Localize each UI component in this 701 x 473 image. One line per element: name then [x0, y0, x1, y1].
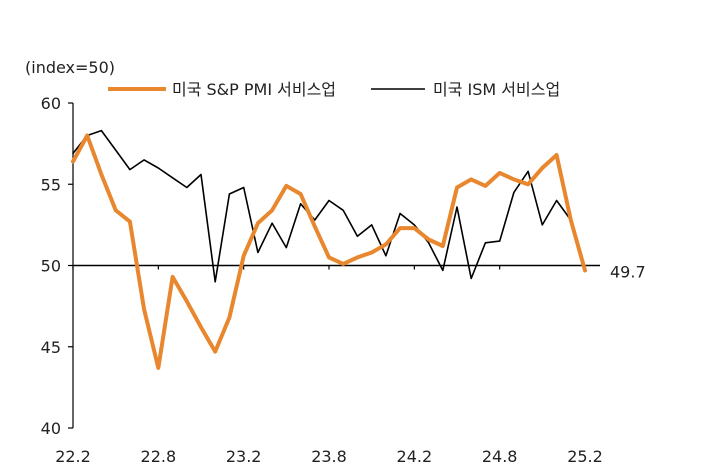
- legend: 미국 S&P PMI 서비스업 미국 ISM 서비스업: [108, 80, 560, 99]
- x-tick-label-1: 22.8: [141, 447, 177, 466]
- axes: 40 45 50 55 60 22.2 22.8 23.2 23.8 24.2 24.8 25.2: [41, 94, 603, 466]
- x-tick-label-5: 24.8: [482, 447, 518, 466]
- y-unit-label: (index=50): [25, 58, 115, 77]
- x-tick-label-6: 25.2: [567, 447, 603, 466]
- series-line-sp-pmi: [71, 133, 587, 370]
- y-tick-label-60: 60: [41, 94, 61, 113]
- y-tick-label-45: 45: [41, 338, 61, 357]
- x-tick-label-3: 23.8: [311, 447, 347, 466]
- x-tick-label-2: 23.2: [226, 447, 262, 466]
- y-tick-label-40: 40: [41, 419, 61, 438]
- x-tick-label-4: 24.2: [397, 447, 433, 466]
- legend-label-ism: 미국 ISM 서비스업: [433, 80, 560, 99]
- legend-label-sp-pmi: 미국 S&P PMI 서비스업: [172, 80, 336, 99]
- y-tick-label-55: 55: [41, 175, 61, 194]
- x-tick-label-0: 22.2: [55, 447, 91, 466]
- last-value-annotation: 49.7: [610, 263, 646, 282]
- y-tick-label-50: 50: [41, 257, 61, 276]
- series-line-ism: [72, 129, 572, 283]
- series-layer: [71, 129, 587, 370]
